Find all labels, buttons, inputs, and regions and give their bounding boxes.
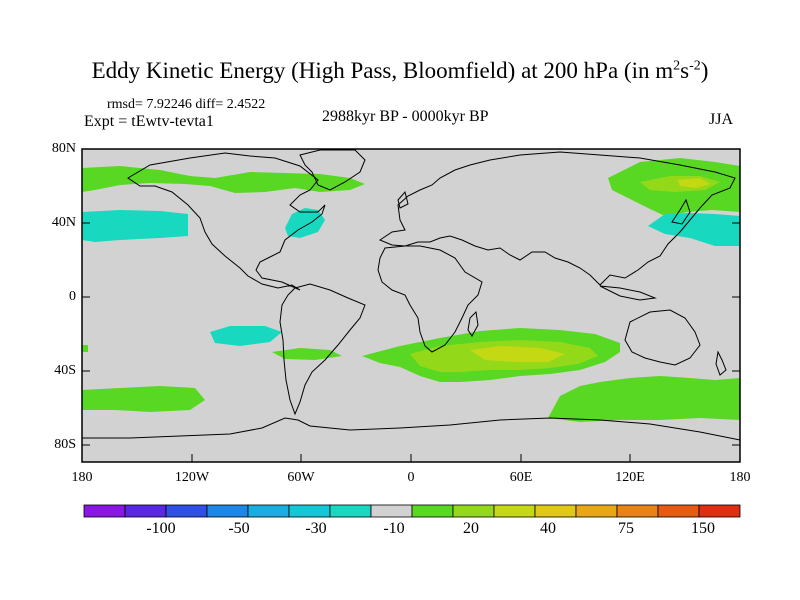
coast-africa [377, 245, 483, 353]
anomaly-north-atlantic [82, 166, 365, 193]
colorbar-swatch [534, 504, 577, 518]
colorbar-swatch [288, 504, 331, 518]
axis-ticks [81, 148, 741, 462]
lon-label-120e: 120E [615, 470, 645, 485]
colorbar-label: -50 [228, 520, 250, 537]
coast-indonesia [599, 285, 657, 301]
colorbar-label: 75 [618, 520, 634, 537]
lat-label-80s: 80S [54, 437, 76, 452]
colorbar-label: -10 [383, 520, 405, 537]
coast-greenland [299, 149, 366, 191]
coast-uk [397, 190, 409, 209]
lon-label-60w: 60W [287, 470, 315, 485]
colorbar-swatch [370, 504, 413, 518]
anomaly-south-australia [548, 376, 740, 422]
period-label: 2988kyr BP - 0000kyr BP [322, 108, 489, 125]
coast-north-america [127, 152, 326, 291]
anomaly-west-patch [82, 345, 88, 352]
colorbar-swatch [206, 504, 249, 518]
anomaly-neg-west-pacific [648, 213, 740, 246]
anomaly-indian-peak [470, 346, 565, 362]
coast-australia [624, 309, 701, 366]
negative-anomaly-regions [82, 208, 740, 346]
colorbar-swatch [616, 504, 659, 518]
colorbar-swatch [247, 504, 290, 518]
colorbar [83, 504, 741, 518]
lon-label-60e: 60E [509, 470, 533, 485]
coast-antarctica [82, 417, 741, 441]
colorbar-label: -30 [305, 520, 327, 537]
lat-label-0: 0 [69, 289, 76, 304]
colorbar-swatch [83, 504, 126, 518]
colorbar-label: 40 [540, 520, 556, 537]
season-label: JJA [709, 111, 734, 128]
anomaly-south-atlantic-small [272, 348, 342, 360]
lat-label-40n: 40N [51, 215, 76, 230]
colorbar-swatch [165, 504, 208, 518]
lon-label-120w: 120W [174, 470, 210, 485]
anomaly-neg-north-atlantic [285, 208, 325, 238]
colorbar-label: -100 [146, 520, 176, 537]
lon-label-180e: 180 [729, 470, 751, 485]
lat-label-80n: 80N [51, 141, 76, 156]
colorbar-swatch [329, 504, 372, 518]
coast-madagascar [467, 310, 479, 337]
anomaly-neg-south-pacific [210, 326, 282, 346]
stats-label: rmsd= 7.92246 diff= 2.4522 [107, 97, 266, 112]
colorbar-swatch [452, 504, 495, 518]
coast-south-america [279, 283, 366, 416]
colorbar-swatch [575, 504, 618, 518]
map-title: Eddy Kinetic Energy (High Pass, Bloomfie… [91, 58, 709, 83]
anomaly-south-pacific [82, 386, 205, 412]
lat-label-40s: 40S [54, 363, 76, 378]
colorbar-label: 150 [691, 520, 715, 537]
anomaly-neg-north-pacific [82, 210, 188, 242]
coast-new-zealand [715, 350, 727, 376]
coast-japan [671, 198, 691, 225]
anomaly-pacific-peak [678, 178, 710, 188]
lon-label-180w: 180 [71, 470, 93, 485]
colorbar-swatch [124, 504, 167, 518]
lon-label-0: 0 [407, 470, 415, 485]
experiment-label: Expt = tEwtv-tevta1 [84, 113, 214, 130]
colorbar-swatch [657, 504, 700, 518]
colorbar-label: 20 [463, 520, 479, 537]
coastlines [82, 149, 741, 441]
colorbar-swatch [698, 504, 741, 518]
coast-eurasia [378, 151, 736, 286]
yellow-anomaly-regions [470, 178, 710, 362]
colorbar-swatch [411, 504, 454, 518]
colorbar-swatch [493, 504, 536, 518]
